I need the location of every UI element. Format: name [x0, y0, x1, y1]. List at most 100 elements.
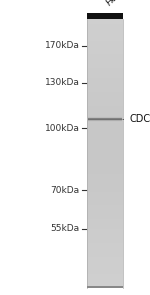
Text: 170kDa: 170kDa — [45, 41, 80, 50]
Bar — [88, 117, 122, 118]
Bar — [88, 118, 122, 119]
Bar — [88, 118, 122, 119]
Bar — [88, 116, 122, 117]
Bar — [87, 256, 123, 260]
Bar — [87, 78, 123, 82]
Bar — [88, 117, 122, 118]
Bar — [87, 30, 123, 34]
Bar — [87, 85, 123, 89]
Bar — [88, 120, 122, 121]
Bar — [87, 119, 123, 123]
Bar — [87, 61, 123, 65]
Bar — [87, 40, 123, 44]
Bar — [88, 122, 122, 123]
Bar — [87, 174, 123, 178]
Bar — [87, 26, 123, 30]
Bar — [87, 266, 123, 271]
Bar — [87, 146, 123, 150]
Bar — [87, 116, 123, 119]
Bar — [87, 167, 123, 171]
Bar — [87, 188, 123, 192]
Bar — [88, 119, 122, 120]
Bar — [87, 136, 123, 140]
Bar — [87, 64, 123, 68]
Bar — [87, 201, 123, 205]
Bar — [87, 236, 123, 240]
Bar — [87, 218, 123, 222]
Bar — [87, 242, 123, 247]
Bar — [87, 23, 123, 27]
Bar — [87, 194, 123, 199]
Bar — [87, 81, 123, 85]
Bar — [87, 212, 123, 216]
Bar — [87, 13, 123, 19]
Bar — [87, 280, 123, 284]
Bar — [87, 54, 123, 58]
Bar — [87, 283, 123, 288]
Bar — [87, 33, 123, 37]
Bar — [87, 88, 123, 92]
Bar — [87, 208, 123, 212]
Text: 100kDa: 100kDa — [45, 124, 80, 133]
Bar — [87, 181, 123, 185]
Bar — [87, 57, 123, 61]
Bar — [87, 153, 123, 157]
Bar — [87, 99, 123, 102]
Bar — [87, 215, 123, 219]
Bar — [87, 50, 123, 55]
Bar — [87, 222, 123, 226]
Bar — [87, 140, 123, 144]
Bar — [87, 171, 123, 174]
Bar — [87, 133, 123, 137]
Bar — [87, 71, 123, 75]
Bar — [87, 160, 123, 164]
Bar — [87, 44, 123, 47]
Bar — [87, 239, 123, 243]
Text: HeLa: HeLa — [105, 0, 128, 7]
Bar — [87, 273, 123, 277]
Bar — [87, 232, 123, 236]
Bar — [87, 260, 123, 264]
Bar — [87, 91, 123, 96]
Bar — [87, 157, 123, 161]
Bar — [87, 47, 123, 51]
Bar — [87, 68, 123, 72]
Bar — [87, 286, 123, 288]
Bar — [87, 163, 123, 168]
Bar — [87, 277, 123, 281]
Bar — [87, 19, 123, 24]
Bar — [87, 126, 123, 130]
Bar — [87, 143, 123, 147]
Bar — [87, 150, 123, 154]
Bar — [87, 253, 123, 257]
Bar — [87, 177, 123, 181]
Text: 70kDa: 70kDa — [50, 186, 80, 195]
Bar — [88, 119, 122, 120]
Text: CDC27: CDC27 — [123, 114, 150, 124]
Bar — [87, 205, 123, 209]
Bar — [87, 246, 123, 250]
Bar — [87, 225, 123, 229]
Bar — [87, 74, 123, 78]
Bar — [87, 16, 123, 20]
Text: 130kDa: 130kDa — [45, 78, 80, 87]
Bar — [87, 102, 123, 106]
Bar — [87, 229, 123, 233]
Bar — [88, 121, 122, 122]
Text: 55kDa: 55kDa — [50, 224, 80, 233]
Bar — [87, 249, 123, 253]
Bar — [87, 109, 123, 113]
Bar — [88, 116, 122, 117]
Bar — [87, 37, 123, 41]
Bar — [87, 263, 123, 267]
Bar — [87, 105, 123, 109]
Bar — [87, 184, 123, 188]
Bar — [87, 129, 123, 133]
Bar — [87, 270, 123, 274]
Bar — [87, 198, 123, 202]
Bar — [88, 120, 122, 121]
Bar — [87, 112, 123, 116]
Bar — [87, 13, 123, 17]
Bar — [87, 95, 123, 99]
Bar — [87, 191, 123, 195]
